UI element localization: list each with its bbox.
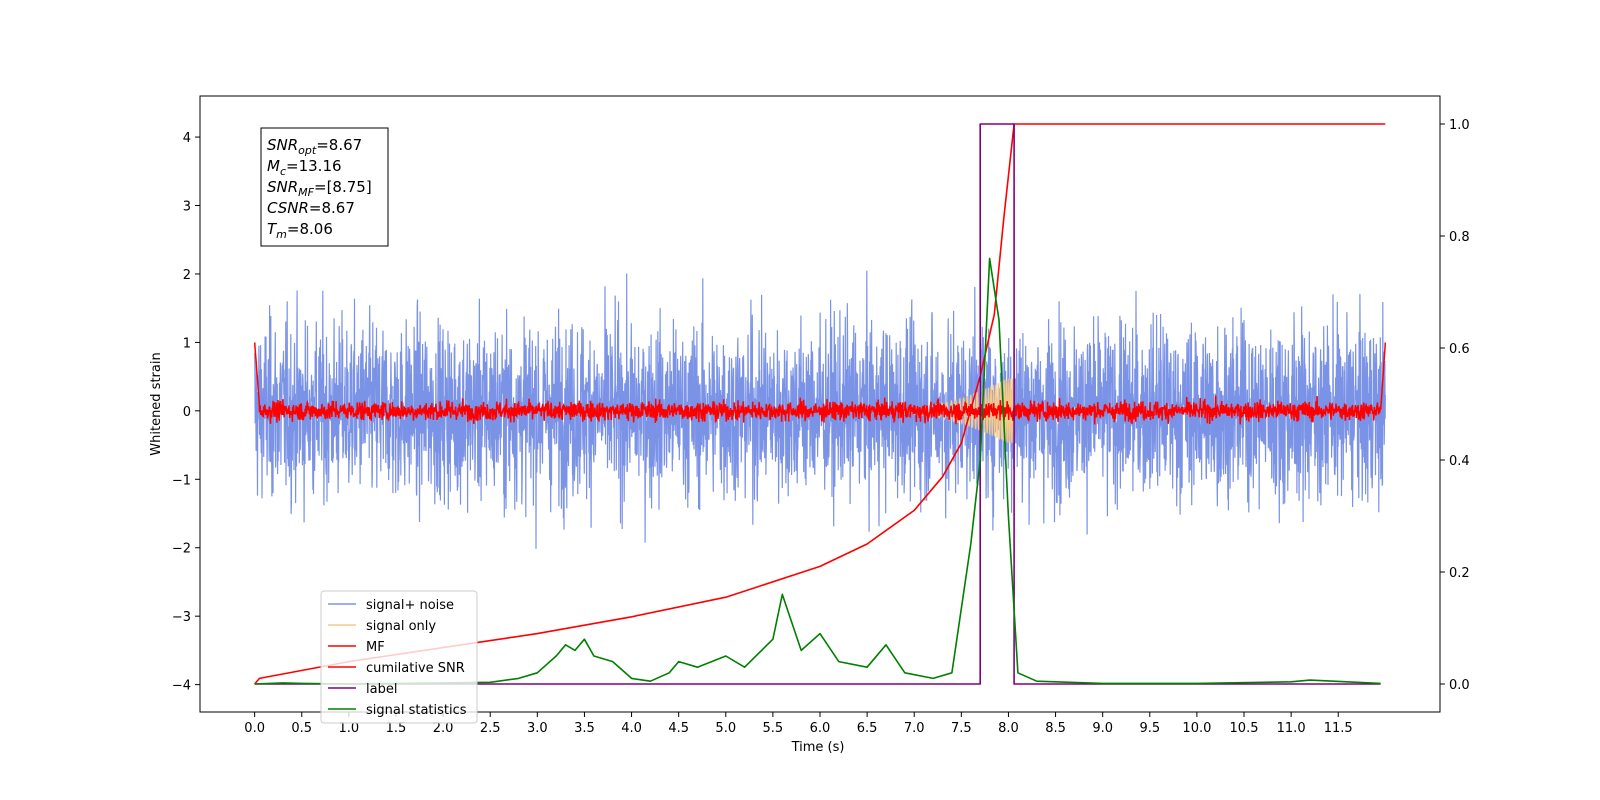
annotation-frame [260, 127, 389, 247]
x-tick-label: 2.5 [480, 721, 501, 736]
y-axis-label: Whitened strain [149, 352, 164, 455]
y-axis-right: 0.0 0.2 0.4 0.6 0.8 1.0 [1440, 118, 1470, 693]
y2-tick-label: 0.2 [1449, 566, 1470, 581]
x-tick-label: 10.5 [1230, 721, 1259, 736]
x-tick-label: 4.5 [668, 721, 689, 736]
annotation-line: Tm=8.06 [267, 220, 333, 241]
x-tick-label: 0.0 [244, 721, 265, 736]
x-tick-label: 8.5 [1045, 721, 1066, 736]
x-tick-label: 1.0 [339, 721, 360, 736]
legend-label: signal only [366, 619, 436, 634]
y2-tick-label: 0.4 [1449, 454, 1470, 469]
x-tick-label: 5.5 [763, 721, 784, 736]
x-tick-label: 0.5 [291, 721, 312, 736]
y2-tick-label: 1.0 [1449, 118, 1470, 133]
x-axis: 0.0 0.5 1.0 1.5 2.0 2.5 3.0 3.5 4.0 4.5 5.0 5.5 6.0 6… [244, 712, 1353, 736]
y-tick-label: 3 [183, 200, 191, 215]
x-tick-label: 9.5 [1139, 721, 1160, 736]
y-tick-label: 4 [183, 131, 191, 146]
y-tick-label: −3 [172, 610, 191, 625]
x-tick-label: 1.5 [386, 721, 407, 736]
annotation-line: Mc=13.16 [267, 157, 342, 178]
legend-label: signal statistics [366, 703, 467, 718]
x-tick-label: 7.0 [904, 721, 925, 736]
x-tick-label: 11.0 [1277, 721, 1306, 736]
x-tick-label: 11.5 [1324, 721, 1353, 736]
x-tick-label: 3.5 [574, 721, 595, 736]
x-tick-label: 9.0 [1092, 721, 1113, 736]
series-signal-statistics [254, 257, 1381, 685]
legend-label: cumilative SNR [366, 661, 465, 676]
x-tick-label: 6.0 [810, 721, 831, 736]
annotation-line: SNRMF=[8.75] [267, 178, 372, 199]
annotation-line: CSNR=8.67 [267, 199, 355, 217]
y-tick-label: −2 [172, 542, 191, 557]
y2-tick-label: 0.6 [1449, 342, 1470, 357]
legend-frame [320, 590, 478, 724]
y-tick-label: 2 [183, 268, 191, 283]
x-axis-label: Time (s) [791, 740, 845, 755]
legend-label: signal+ noise [366, 598, 454, 613]
x-tick-label: 6.5 [857, 721, 878, 736]
y-tick-label: −4 [172, 679, 191, 694]
x-tick-label: 10.0 [1182, 721, 1211, 736]
series-mf [253, 342, 1387, 425]
y2-tick-label: 0.8 [1449, 230, 1470, 245]
legend-label: label [366, 682, 397, 697]
y-tick-label: 1 [183, 336, 191, 351]
x-tick-label: 5.0 [715, 721, 736, 736]
annotation-line: SNRopt=8.67 [267, 136, 362, 157]
legend: signal+ noise signal only MF cumilative SNR… [320, 590, 478, 724]
x-tick-label: 2.0 [433, 721, 454, 736]
series-signal-noise [254, 270, 1386, 549]
legend-label: MF [366, 640, 385, 655]
x-tick-label: 4.0 [621, 721, 642, 736]
series-label [254, 123, 1381, 685]
y-tick-label: −1 [172, 473, 191, 488]
x-tick-label: 8.0 [998, 721, 1019, 736]
annotation-box: SNRopt=8.67Mc=13.16SNRMF=[8.75]CSNR=8.67… [260, 127, 389, 247]
y2-tick-label: 0.0 [1449, 678, 1470, 693]
x-tick-label: 7.5 [951, 721, 972, 736]
y-axis-left: −4 −3 −2 −1 0 1 2 3 4 [172, 131, 200, 694]
x-tick-label: 3.0 [527, 721, 548, 736]
y-tick-label: 0 [183, 405, 191, 420]
